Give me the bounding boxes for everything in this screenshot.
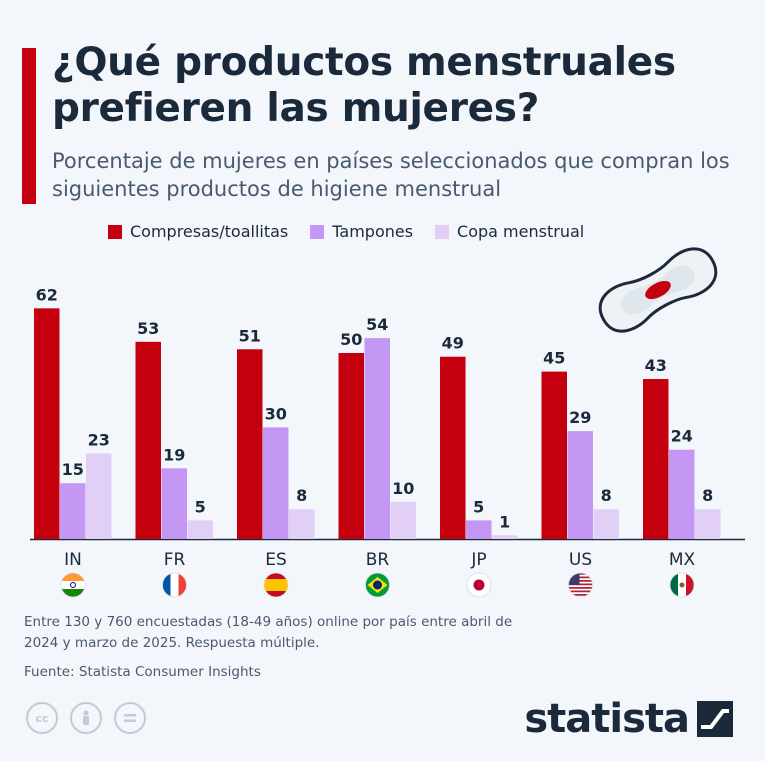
- bar-us-series-0: [541, 371, 567, 539]
- mexico-flag-icon: [669, 572, 695, 598]
- data-label-br-series-0: 50: [340, 330, 362, 349]
- equal-icon[interactable]: [114, 702, 146, 734]
- statista-logo-text: statista: [524, 696, 690, 742]
- data-label-in-series-1: 15: [62, 460, 84, 479]
- chart-subtitle: Porcentaje de mujeres en países seleccio…: [52, 149, 730, 201]
- statista-logo-mark-icon: [697, 701, 733, 737]
- bar-mx-series-1: [669, 449, 695, 539]
- data-label-mx-series-2: 8: [702, 486, 713, 505]
- bar-br-series-1: [364, 338, 390, 539]
- person-icon[interactable]: [70, 702, 102, 734]
- data-label-us-series-2: 8: [601, 486, 612, 505]
- x-tick-label-es: ES: [265, 550, 287, 570]
- bar-us-series-2: [593, 509, 619, 539]
- data-label-jp-series-2: 1: [499, 512, 510, 531]
- bar-mx-series-0: [643, 379, 669, 539]
- chart-legend: Compresas/toallitas Tampones Copa menstr…: [108, 222, 584, 241]
- legend-label-tampons: Tampones: [332, 222, 414, 241]
- title-accent-bar: [22, 48, 36, 204]
- legend-swatch-tampons: [310, 224, 325, 239]
- legend-swatch-pads: [108, 224, 122, 239]
- data-label-fr-series-2: 5: [195, 497, 206, 516]
- data-label-es-series-0: 51: [239, 326, 261, 345]
- brazil-flag-icon: [365, 572, 390, 598]
- data-label-in-series-2: 23: [88, 430, 110, 449]
- statista-logo[interactable]: statista: [524, 696, 733, 742]
- bar-es-series-0: [237, 349, 263, 539]
- data-label-fr-series-1: 19: [163, 445, 185, 464]
- data-label-us-series-1: 29: [569, 408, 591, 427]
- data-label-fr-series-0: 53: [137, 319, 159, 338]
- data-label-in-series-0: 62: [36, 285, 58, 304]
- usa-flag-icon: [568, 572, 593, 598]
- x-tick-label-in: IN: [64, 550, 82, 570]
- bar-mx-series-2: [695, 509, 721, 539]
- data-label-us-series-0: 45: [543, 349, 565, 368]
- bar-es-series-2: [289, 509, 315, 539]
- footer-source[interactable]: Fuente: Statista Consumer Insights: [24, 664, 261, 680]
- x-tick-label-jp: JP: [470, 550, 486, 570]
- bar-br-series-0: [338, 353, 364, 539]
- sanitary-pad-illustration: [598, 247, 718, 333]
- bar-us-series-1: [567, 431, 593, 539]
- x-tick-label-us: US: [569, 550, 592, 570]
- data-label-mx-series-1: 24: [671, 427, 693, 446]
- legend-swatch-cup: [435, 224, 450, 239]
- license-icons: cc: [26, 702, 146, 734]
- x-tick-label-fr: FR: [164, 550, 186, 570]
- bar-in-series-1: [60, 483, 86, 539]
- footer-note-block: Entre 130 y 760 encuestadas (18-49 años)…: [24, 612, 544, 683]
- bar-jp-series-0: [440, 356, 466, 539]
- bar-in-series-2: [86, 453, 112, 539]
- bar-jp-series-2: [492, 535, 518, 539]
- bar-fr-series-2: [187, 520, 213, 539]
- india-flag-icon: [60, 572, 86, 598]
- data-label-es-series-1: 30: [265, 404, 287, 423]
- bar-br-series-2: [390, 501, 416, 539]
- bar-fr-series-1: [161, 468, 187, 539]
- legend-item-tampons: Tampones: [310, 222, 413, 241]
- spain-flag-icon: [263, 572, 289, 598]
- legend-item-pads: Compresas/toallitas: [108, 222, 288, 241]
- cc-icon[interactable]: cc: [26, 702, 58, 734]
- bar-es-series-1: [263, 427, 289, 539]
- footer-note: Entre 130 y 760 encuestadas (18-49 años)…: [24, 614, 513, 651]
- japan-flag-icon: [466, 572, 492, 598]
- legend-label-cup: Copa menstrual: [457, 222, 585, 241]
- bar-jp-series-1: [466, 520, 492, 539]
- data-label-br-series-2: 10: [392, 479, 414, 498]
- bar-fr-series-0: [135, 341, 161, 539]
- data-label-es-series-2: 8: [296, 486, 307, 505]
- data-label-jp-series-0: 49: [442, 334, 464, 353]
- bar-in-series-0: [34, 308, 60, 539]
- data-label-jp-series-1: 5: [473, 497, 484, 516]
- x-tick-label-mx: MX: [669, 550, 696, 570]
- legend-label-pads: Compresas/toallitas: [130, 222, 289, 241]
- legend-item-cup: Copa menstrual: [435, 222, 584, 241]
- data-label-br-series-1: 54: [366, 315, 388, 334]
- data-label-mx-series-0: 43: [645, 356, 667, 375]
- france-flag-icon: [162, 572, 187, 598]
- x-tick-label-br: BR: [366, 550, 390, 570]
- chart-title: ¿Qué productos menstruales prefieren las…: [52, 40, 676, 131]
